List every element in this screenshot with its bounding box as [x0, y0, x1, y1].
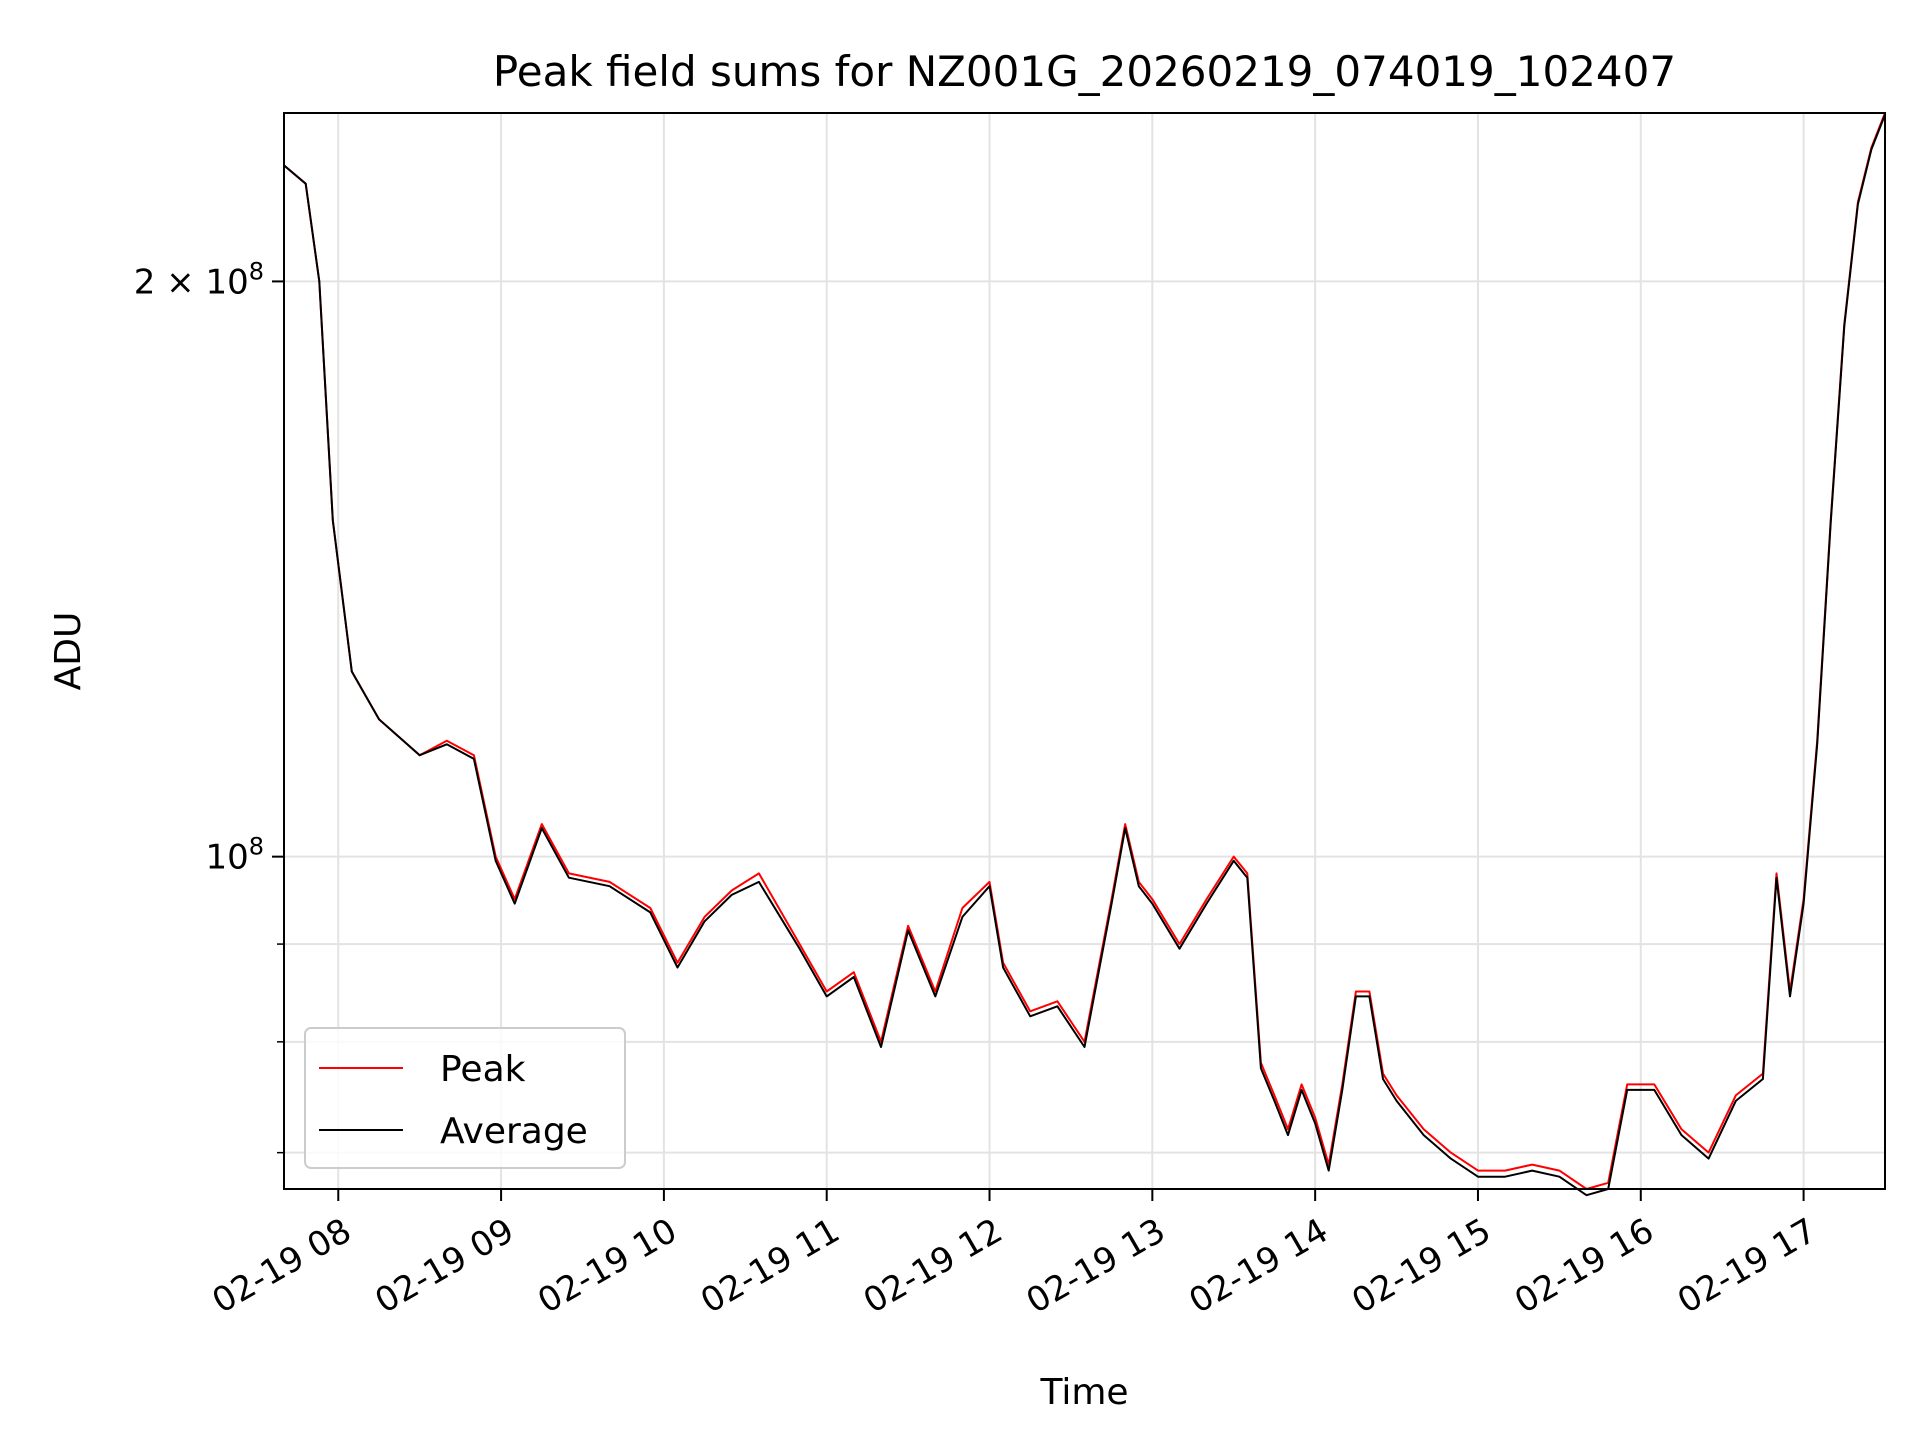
legend-peak-label: Peak	[440, 1049, 526, 1090]
x-tick-label: 02-19 09	[368, 1211, 520, 1322]
x-tick-label: 02-19 15	[1345, 1211, 1497, 1322]
chart-title: Peak field sums for NZ001G_20260219_0740…	[493, 47, 1676, 96]
series-average-line	[283, 114, 1886, 1197]
legend-average-label: Average	[440, 1111, 588, 1152]
x-tick-label: 02-19 11	[694, 1211, 846, 1322]
series-layer	[283, 112, 1886, 1197]
x-tick-label: 02-19 17	[1671, 1211, 1823, 1322]
y-tick-label: 108	[205, 833, 264, 878]
x-tick-label: 02-19 10	[531, 1211, 683, 1322]
x-tick-label: 02-19 12	[857, 1211, 1009, 1322]
series-peak-line	[283, 112, 1886, 1190]
x-tick-label: 02-19 13	[1020, 1211, 1172, 1322]
x-tick-label: 02-19 08	[206, 1211, 358, 1322]
x-tick-label: 02-19 14	[1183, 1211, 1335, 1322]
x-tick-label: 02-19 16	[1508, 1211, 1660, 1322]
plot-frame	[283, 112, 1886, 1190]
legend: Peak Average	[304, 1027, 626, 1169]
x-axis-label: Time	[1039, 1372, 1128, 1413]
y-axis-label: ADU	[48, 612, 89, 691]
y-tick-label: 2 × 108	[134, 257, 264, 302]
legend-box	[304, 1027, 626, 1169]
